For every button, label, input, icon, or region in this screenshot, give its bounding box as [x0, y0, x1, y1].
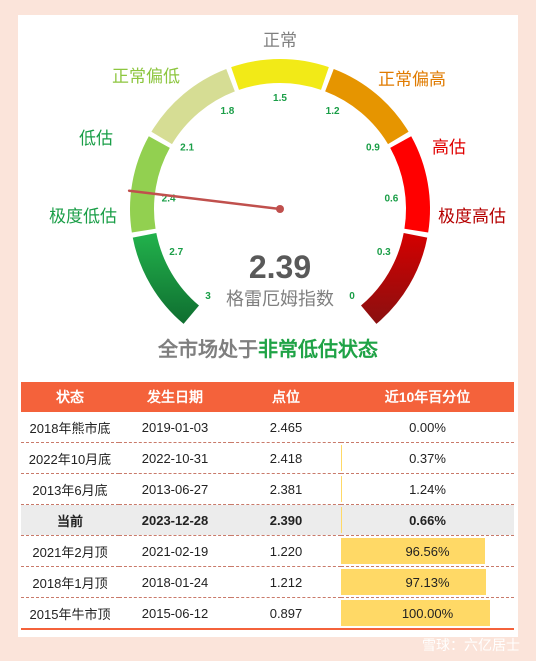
gauge-zone-5	[325, 68, 409, 145]
percentile-bar	[341, 569, 486, 595]
cell-percentile: 100.00%	[341, 597, 514, 630]
table-row: 当前 2023-12-28 2.390 0.66%	[21, 504, 514, 536]
gauge-zones	[130, 59, 430, 324]
percentile-text: 97.13%	[405, 574, 450, 590]
headline-highlight: 非常低估状态	[258, 339, 378, 361]
cell-level: 2.381	[231, 473, 341, 505]
watermark: 雪球：六亿居士	[422, 637, 520, 653]
gauge-zone-label: 极度高估	[438, 207, 506, 226]
gauge-value: 2.39	[249, 249, 311, 285]
cell-percentile: 96.56%	[341, 535, 514, 567]
cell-date: 2022-10-31	[119, 442, 231, 474]
cell-level: 1.212	[231, 566, 341, 598]
gauge-tick-label: 1.8	[220, 106, 234, 117]
gauge-tick-label: 2.7	[169, 247, 183, 258]
cell-state: 2022年10月底	[21, 442, 119, 474]
cell-percentile: 0.66%	[341, 504, 514, 536]
percentile-bar	[341, 600, 490, 626]
table-row: 2021年2月顶 2021-02-19 1.220 96.56%	[21, 535, 514, 567]
cell-percentile: 0.37%	[341, 442, 514, 474]
headline-prefix: 全市场处于	[158, 339, 258, 361]
gauge-zone-6	[390, 136, 430, 233]
header-date: 发生日期	[119, 382, 231, 412]
cell-level: 2.390	[231, 504, 341, 536]
cell-level: 2.465	[231, 412, 341, 443]
gauge-tick-label: 0.9	[366, 142, 380, 153]
percentile-bar	[341, 476, 342, 502]
header-level: 点位	[231, 382, 341, 412]
header-state: 状态	[21, 382, 119, 412]
gauge-zone-4	[231, 59, 329, 90]
percentile-text: 0.66%	[409, 512, 446, 528]
gauge-zone-1	[132, 233, 200, 324]
cell-date: 2021-02-19	[119, 535, 231, 567]
gauge-caption: 格雷厄姆指数	[226, 289, 334, 309]
gauge-zone-3	[151, 68, 235, 145]
table-header-row: 状态 发生日期 点位 近10年百分位	[21, 382, 514, 412]
table-row: 2022年10月底 2022-10-31 2.418 0.37%	[21, 442, 514, 474]
status-headline: 全市场处于非常低估状态	[0, 333, 536, 362]
gauge-chart: 3 2.7 2.4 2.1 1.8 1.5 1.2 0.9 0.6 0.3 0 极度低估 低估 正常偏低…	[49, 31, 506, 324]
cell-date: 2023-12-28	[119, 504, 231, 536]
percentile-text: 0.00%	[409, 419, 446, 435]
history-table: 状态 发生日期 点位 近10年百分位 2018年熊市底 2019-01-03 2.4…	[21, 382, 514, 630]
gauge-tick-label: 2.1	[180, 142, 194, 153]
cell-level: 1.220	[231, 535, 341, 567]
gauge-zone-label: 极度低估	[49, 207, 117, 226]
cell-state: 2018年熊市底	[21, 412, 119, 443]
gauge-tick-label: 0.6	[384, 193, 398, 204]
cell-state: 2015年牛市顶	[21, 597, 119, 630]
gauge-zone-2	[130, 136, 170, 233]
table-row: 2013年6月底 2013-06-27 2.381 1.24%	[21, 473, 514, 505]
cell-percentile: 1.24%	[341, 473, 514, 505]
percentile-text: 1.24%	[409, 481, 446, 497]
cell-date: 2013-06-27	[119, 473, 231, 505]
table-row: 2015年牛市顶 2015-06-12 0.897 100.00%	[21, 597, 514, 630]
cell-date: 2019-01-03	[119, 412, 231, 443]
cell-state: 2013年6月底	[21, 473, 119, 505]
gauge-zone-label: 正常	[263, 31, 297, 50]
cell-state: 当前	[21, 504, 119, 536]
cell-level: 0.897	[231, 597, 341, 630]
gauge-tick-label: 0	[349, 291, 355, 302]
table-body: 2018年熊市底 2019-01-03 2.465 0.00% 2022年10月底 202…	[21, 412, 514, 630]
gauge-tick-label: 1.2	[326, 106, 340, 117]
gauge-tick-label: 0.3	[377, 247, 391, 258]
cell-date: 2015-06-12	[119, 597, 231, 630]
cell-percentile: 0.00%	[341, 412, 514, 443]
percentile-bar	[341, 538, 485, 564]
cell-percentile: 97.13%	[341, 566, 514, 598]
percentile-text: 96.56%	[405, 543, 450, 559]
table-row: 2018年熊市底 2019-01-03 2.465 0.00%	[21, 412, 514, 443]
cell-level: 2.418	[231, 442, 341, 474]
gauge-zone-7	[360, 233, 428, 324]
gauge-needle-pivot	[276, 205, 284, 213]
gauge-zone-label: 高估	[432, 138, 466, 157]
gauge-tick-label: 3	[205, 291, 211, 302]
gauge-zone-label: 低估	[79, 129, 113, 148]
gauge-zone-label: 正常偏低	[112, 67, 180, 86]
cell-date: 2018-01-24	[119, 566, 231, 598]
percentile-bar	[341, 507, 342, 533]
gauge-tick-label: 2.4	[162, 193, 176, 204]
percentile-text: 0.37%	[409, 450, 446, 466]
header-percentile: 近10年百分位	[341, 382, 514, 412]
gauge-ticks: 3 2.7 2.4 2.1 1.8 1.5 1.2 0.9 0.6 0.3 0	[162, 93, 399, 302]
gauge-tick-label: 1.5	[273, 93, 287, 104]
gauge-zone-label: 正常偏高	[378, 70, 446, 89]
cell-state: 2021年2月顶	[21, 535, 119, 567]
gauge-needle	[127, 189, 282, 211]
percentile-text: 100.00%	[401, 605, 454, 621]
cell-state: 2018年1月顶	[21, 566, 119, 598]
table-row: 2018年1月顶 2018-01-24 1.212 97.13%	[21, 566, 514, 598]
percentile-bar	[341, 445, 342, 471]
